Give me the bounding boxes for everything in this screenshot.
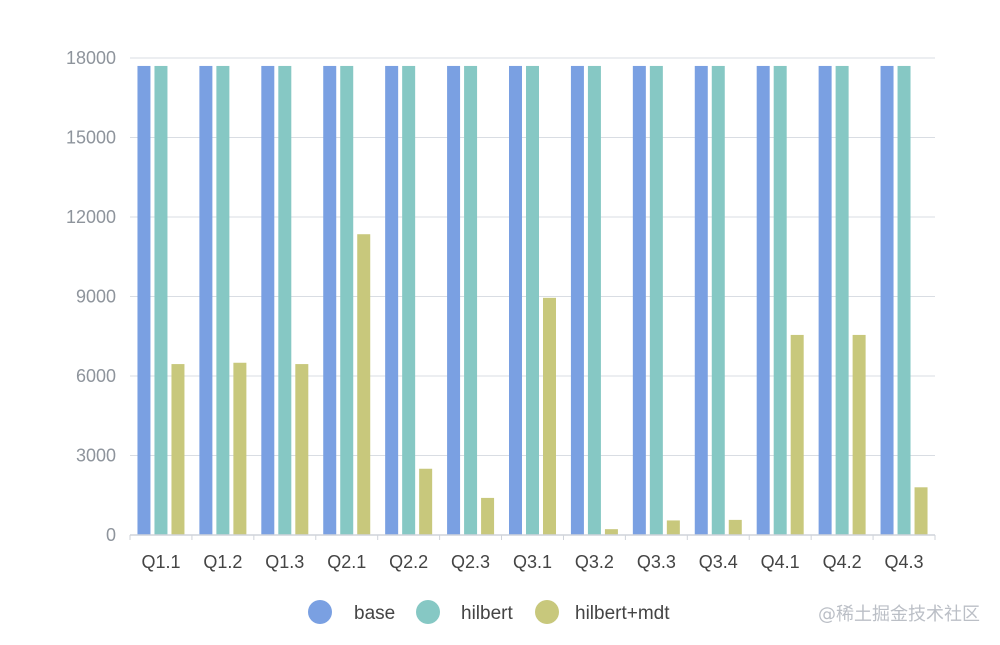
bar-hilbert-mdt-q3-4 [728, 519, 742, 535]
legend-marker-hilbert[interactable] [416, 600, 440, 624]
bar-hilbert-q1-2 [216, 65, 230, 535]
y-tick-label: 15000 [66, 128, 116, 148]
watermark-text: @稀土掘金技术社区 [818, 604, 980, 625]
y-tick-label: 0 [106, 525, 116, 545]
x-tick-label: Q1.2 [203, 552, 242, 572]
x-tick-label: Q2.1 [327, 552, 366, 572]
bar-base-q3-4 [694, 65, 708, 535]
axes [129, 534, 936, 540]
bar-hilbert-q3-1 [526, 65, 539, 535]
y-tick-label: 9000 [76, 287, 116, 307]
legend-label[interactable]: hilbert+mdt [575, 603, 670, 624]
y-tick-label: 3000 [76, 446, 116, 466]
bar-hilbert-q1-3 [278, 65, 292, 535]
bar-hilbert-q4-3 [897, 65, 911, 535]
bar-hilbert-q4-1 [773, 65, 787, 535]
x-tick-label: Q3.4 [699, 552, 738, 572]
bar-hilbert-q2-2 [402, 65, 416, 535]
bar-hilbert-mdt-q2-1 [357, 234, 371, 535]
bar-base-q3-3 [632, 65, 646, 535]
bar-base-q2-2 [385, 65, 399, 535]
bar-base-q4-3 [880, 65, 894, 535]
x-tick-label: Q4.3 [885, 552, 924, 572]
bar-base-q1-2 [199, 65, 213, 535]
bar-hilbert-q3-3 [649, 65, 663, 535]
bar-base-q2-3 [447, 65, 461, 535]
x-axis-tick-labels: Q1.1 Q1.2 Q1.3 Q2.1 Q2.2 Q2.3 Q3.1 Q3.2 Q3.3 Q3.4… [141, 552, 923, 572]
bar-hilbert-mdt-q1-2 [233, 362, 247, 535]
legend-marker-hilbert-mdt[interactable] [535, 600, 559, 624]
x-tick-label: Q2.3 [451, 552, 490, 572]
y-tick-label: 18000 [66, 48, 116, 68]
bar-hilbert-q2-1 [340, 65, 354, 535]
bar-hilbert-mdt-q4-1 [790, 334, 804, 535]
x-tick-label: Q3.2 [575, 552, 614, 572]
y-tick-label: 12000 [66, 207, 116, 227]
x-tick-label: Q1.3 [265, 552, 304, 572]
bar-hilbert-q4-2 [835, 65, 849, 535]
bar-base-q2-1 [323, 65, 337, 535]
bar-base-q1-1 [137, 65, 151, 535]
bar-hilbert-q1-1 [154, 65, 168, 535]
bar-hilbert-mdt-q2-3 [481, 497, 495, 535]
bar-hilbert-mdt-q1-1 [171, 364, 185, 535]
bar-hilbert-mdt-q3-2 [604, 529, 618, 535]
bar-hilbert-mdt-q3-3 [666, 520, 680, 535]
bar-base-q1-3 [261, 65, 275, 535]
legend-label[interactable]: base [354, 603, 395, 624]
bar-hilbert-mdt-q3-1 [543, 297, 556, 535]
bar-hilbert-q2-3 [464, 65, 478, 535]
legend: base hilbert hilbert+mdt [308, 600, 670, 624]
x-tick-label: Q2.2 [389, 552, 428, 572]
bar-base-q3-2 [570, 65, 584, 535]
bar-base-q3-1 [509, 65, 522, 535]
bar-base-q4-1 [756, 65, 770, 535]
legend-marker-base[interactable] [308, 600, 332, 624]
x-tick-label: Q4.1 [761, 552, 800, 572]
bar-hilbert-mdt-q4-3 [914, 487, 928, 535]
bars [137, 65, 928, 535]
x-tick-label: Q1.1 [141, 552, 180, 572]
x-tick-label: Q4.2 [823, 552, 862, 572]
bar-hilbert-mdt-q1-3 [295, 364, 309, 535]
bar-hilbert-mdt-q4-2 [852, 334, 866, 535]
x-tick-label: Q3.3 [637, 552, 676, 572]
bar-hilbert-q3-4 [711, 65, 725, 535]
y-axis-tick-labels: 0 3000 6000 9000 12000 15000 18000 [66, 48, 116, 545]
bar-hilbert-mdt-q2-2 [419, 468, 433, 535]
y-tick-label: 6000 [76, 366, 116, 386]
legend-label[interactable]: hilbert [461, 603, 513, 624]
x-tick-label: Q3.1 [513, 552, 552, 572]
bar-base-q4-2 [818, 65, 832, 535]
bar-hilbert-q3-2 [587, 65, 601, 535]
